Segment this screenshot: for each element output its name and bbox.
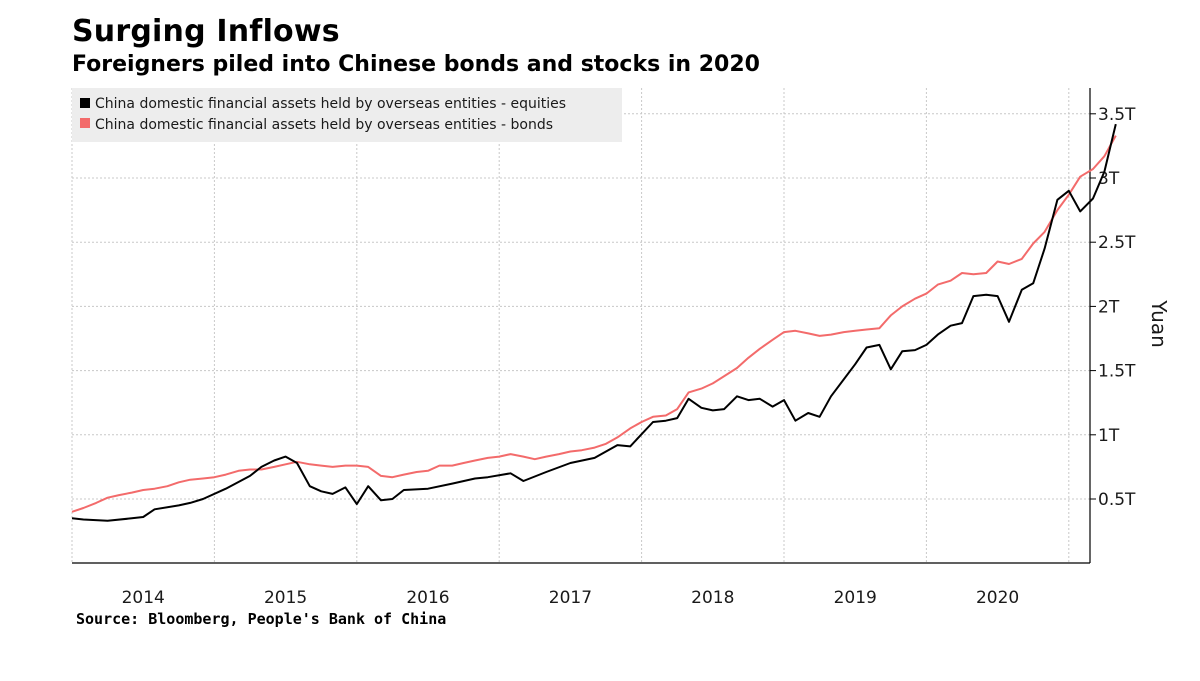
series-line-equities bbox=[71, 123, 1117, 522]
legend-label-equities: China domestic financial assets held by … bbox=[95, 96, 566, 112]
legend-swatch-bonds bbox=[80, 118, 90, 128]
series-line-bonds bbox=[71, 135, 1117, 513]
source-note: Source: Bloomberg, People's Bank of Chin… bbox=[76, 610, 447, 628]
x-tick-label: 2017 bbox=[549, 588, 592, 608]
x-tick-label: 2018 bbox=[691, 588, 734, 608]
chart-title: Surging Inflows bbox=[72, 14, 340, 49]
y-tick-label: 0.5T bbox=[1098, 490, 1136, 510]
y-tick-label: 3.5T bbox=[1098, 105, 1136, 125]
series-lines bbox=[71, 123, 1117, 522]
y-tick-label: 2.5T bbox=[1098, 233, 1136, 253]
x-tick-label: 2019 bbox=[834, 588, 877, 608]
y-axis-label: Yuan bbox=[1147, 299, 1171, 348]
grid-lines bbox=[71, 88, 1090, 563]
legend-background bbox=[72, 88, 622, 142]
x-tick-label: 2016 bbox=[406, 588, 449, 608]
y-tick-label: 1.5T bbox=[1098, 362, 1136, 382]
legend-label-bonds: China domestic financial assets held by … bbox=[95, 117, 553, 133]
chart-subtitle: Foreigners piled into Chinese bonds and … bbox=[72, 52, 760, 77]
legend: China domestic financial assets held by … bbox=[72, 88, 622, 142]
x-tick-label: 2014 bbox=[122, 588, 165, 608]
x-tick-label: 2015 bbox=[264, 588, 307, 608]
x-tick-label: 2020 bbox=[976, 588, 1019, 608]
legend-swatch-equities bbox=[80, 98, 90, 108]
y-tick-label: 2T bbox=[1098, 297, 1120, 317]
y-tick-label: 1T bbox=[1098, 426, 1120, 446]
